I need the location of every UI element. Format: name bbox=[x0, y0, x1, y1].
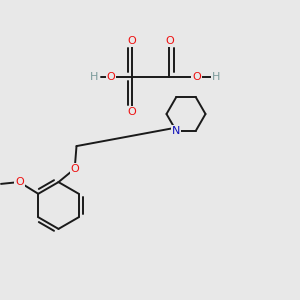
Text: O: O bbox=[15, 177, 24, 188]
Text: O: O bbox=[70, 164, 80, 174]
Text: O: O bbox=[106, 71, 116, 82]
Text: H: H bbox=[212, 71, 220, 82]
Text: O: O bbox=[128, 107, 136, 117]
Text: N: N bbox=[172, 126, 180, 136]
Text: H: H bbox=[90, 71, 99, 82]
Text: O: O bbox=[165, 36, 174, 46]
Text: O: O bbox=[192, 71, 201, 82]
Text: O: O bbox=[128, 36, 136, 46]
